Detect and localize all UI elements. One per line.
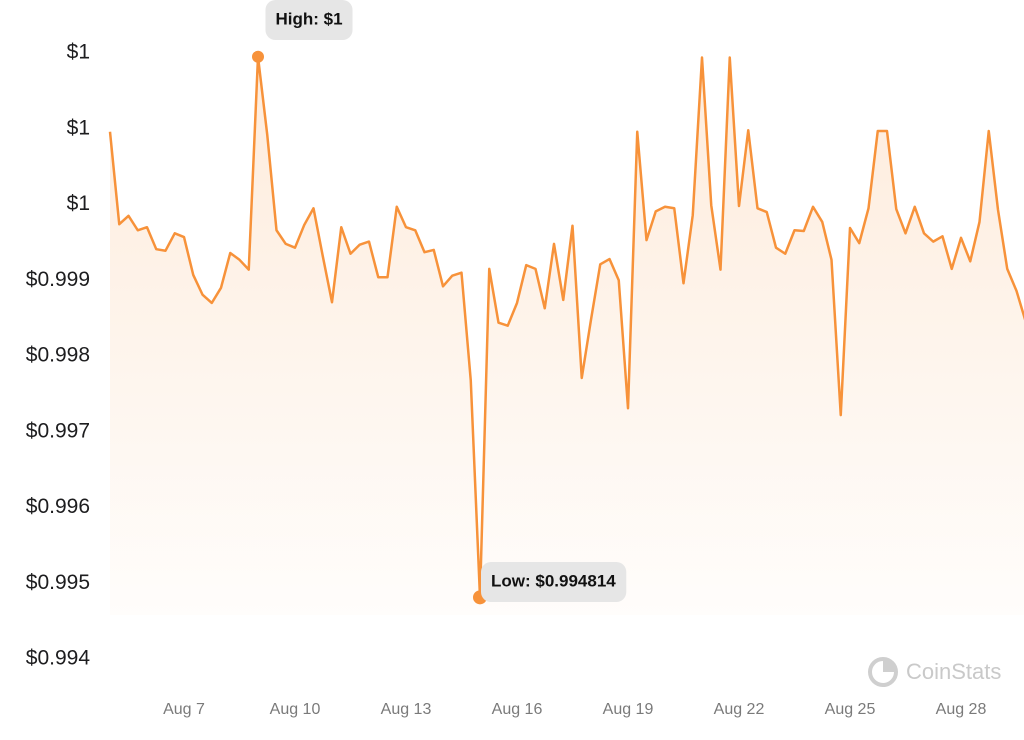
- watermark-text: CoinStats: [906, 659, 1001, 684]
- x-tick-label: Aug 25: [825, 701, 876, 718]
- x-tick-label: Aug 28: [936, 701, 987, 718]
- x-tick-label: Aug 16: [492, 701, 543, 718]
- y-tick-label: $0.995: [26, 571, 90, 594]
- y-tick-label: $0.997: [26, 419, 90, 442]
- low-label-box: [481, 562, 627, 602]
- y-tick-label: $1: [67, 192, 90, 215]
- line: [108, 55, 1024, 599]
- x-tick-label: Aug 13: [381, 701, 432, 718]
- low-label-text: Low: $0.994814: [491, 571, 616, 590]
- x-tick-label: Aug 10: [270, 701, 321, 718]
- high-label-text: High: $1: [275, 9, 342, 28]
- x-tick-label: Aug 7: [163, 701, 205, 718]
- x-tick-label: Aug 22: [714, 701, 765, 718]
- high-marker: [252, 50, 264, 63]
- watermark: CoinStats: [868, 657, 1001, 687]
- high-label-box: [265, 0, 353, 40]
- y-tick-label: $0.996: [26, 495, 90, 518]
- area: [110, 56, 1024, 615]
- y-tick-label: $0.998: [26, 344, 90, 367]
- high-label: High: $1: [265, 0, 353, 40]
- y-tick-label: $1: [67, 116, 90, 139]
- x-tick-label: Aug 19: [603, 701, 654, 718]
- y-tick-label: $1: [67, 41, 90, 64]
- low-label: Low: $0.994814: [481, 562, 627, 602]
- y-tick-label: $0.999: [26, 268, 90, 291]
- y-tick-label: $0.994: [26, 647, 91, 670]
